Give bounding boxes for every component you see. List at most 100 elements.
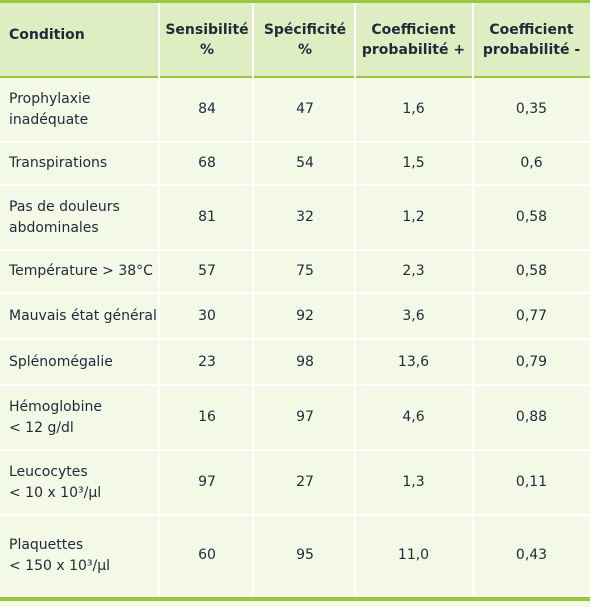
cell-sensibilite: 97 <box>162 451 252 514</box>
cell-specificite-value: 54 <box>296 155 314 171</box>
header-specificite-line2: % <box>297 41 313 58</box>
cell-coef-minus-value: 0,79 <box>515 353 548 370</box>
cell-coef-minus: 0,79 <box>473 340 590 384</box>
header-specificite: Spécificité % <box>255 3 355 76</box>
cell-specificite-value: 98 <box>296 353 314 370</box>
cell-coef-plus-value: 13,6 <box>397 353 430 370</box>
cell-specificite: 97 <box>255 386 355 449</box>
condition-line: abdominales <box>9 219 99 236</box>
header-condition-label: Condition <box>9 27 85 43</box>
cell-coef-minus: 0,6 <box>473 143 590 184</box>
cell-sensibilite-value: 84 <box>198 101 216 117</box>
cell-specificite: 98 <box>255 340 355 384</box>
cell-coef-minus-value: 0,77 <box>515 307 548 324</box>
cell-specificite: 54 <box>255 143 355 184</box>
cell-sensibilite-value: 16 <box>198 409 216 425</box>
cell-sensibilite-value: 68 <box>198 155 216 171</box>
condition-text: Leucocytes < 10 x 10³/µl <box>9 462 101 504</box>
cell-coef-plus-value: 3,6 <box>402 307 425 324</box>
cell-coef-plus-value: 1,6 <box>402 101 425 117</box>
cell-coef-plus-value: 1,5 <box>402 155 425 171</box>
cell-coef-plus: 4,6 <box>356 386 471 449</box>
cell-condition: Transpirations <box>9 143 159 184</box>
condition-line: < 150 x 10³/µl <box>9 557 111 574</box>
cell-coef-minus-value: 0,6 <box>520 155 543 171</box>
cell-sensibilite: 60 <box>162 516 252 595</box>
cell-sensibilite: 68 <box>162 143 252 184</box>
column-divider <box>158 3 160 597</box>
cell-sensibilite-value: 30 <box>198 307 216 324</box>
cell-coef-plus-value: 4,6 <box>402 409 425 425</box>
cell-sensibilite-value: 81 <box>198 209 216 225</box>
cell-coef-minus-value: 0,58 <box>515 263 548 279</box>
condition-text: Mauvais état général <box>9 306 157 327</box>
header-coef-plus: Coefficient probabilité + <box>356 3 471 76</box>
cell-specificite-value: 27 <box>296 474 314 490</box>
cell-condition: Prophylaxie inadéquate <box>9 78 159 141</box>
cell-specificite: 92 <box>255 294 355 338</box>
cell-sensibilite: 57 <box>162 251 252 292</box>
cell-coef-minus: 0,35 <box>473 78 590 141</box>
cell-condition: Mauvais état général <box>9 294 159 338</box>
condition-text: Splénomégalie <box>9 352 113 373</box>
cell-coef-minus-value: 0,58 <box>515 209 548 225</box>
cell-sensibilite-value: 57 <box>198 263 216 279</box>
column-divider <box>472 3 474 597</box>
header-coef-minus-line2: probabilité - <box>482 41 581 58</box>
header-coef-minus: Coefficient probabilité - <box>473 3 590 76</box>
condition-line: inadéquate <box>9 111 89 128</box>
cell-specificite-value: 95 <box>296 547 314 563</box>
cell-condition: Splénomégalie <box>9 340 159 384</box>
bottom-rule <box>0 597 590 601</box>
header-sensibilite-line1: Sensibilité <box>165 21 249 38</box>
table-header: Condition Sensibilité % Spécificité % Co… <box>0 3 590 78</box>
cell-specificite-value: 97 <box>296 409 314 425</box>
condition-line: < 10 x 10³/µl <box>9 484 102 501</box>
cell-specificite: 75 <box>255 251 355 292</box>
table-row: Leucocytes < 10 x 10³/µl 97 27 1,3 0,11 <box>0 451 590 516</box>
cell-coef-plus-value: 1,3 <box>402 474 425 490</box>
cell-specificite-value: 92 <box>296 307 314 324</box>
cell-specificite-value: 75 <box>296 263 314 279</box>
cell-specificite-value: 32 <box>296 209 314 225</box>
cell-sensibilite-value: 23 <box>198 353 216 370</box>
table-row: Pas de douleurs abdominales 81 32 1,2 0,58 <box>0 186 590 251</box>
cell-specificite: 32 <box>255 186 355 249</box>
cell-coef-minus: 0,43 <box>473 516 590 595</box>
cell-specificite: 47 <box>255 78 355 141</box>
column-divider <box>354 3 356 597</box>
cell-coef-plus: 2,3 <box>356 251 471 292</box>
condition-line: Pas de douleurs <box>9 198 120 215</box>
condition-line: Mauvais état général <box>9 307 157 324</box>
table-row: Prophylaxie inadéquate 84 47 1,6 0,35 <box>0 78 590 143</box>
table-row: Transpirations 68 54 1,5 0,6 <box>0 143 590 186</box>
cell-coef-minus-value: 0,11 <box>515 474 548 490</box>
header-coef-minus-line1: Coefficient <box>489 21 574 38</box>
table-row: Hémoglobine < 12 g/dl 16 97 4,6 0,88 <box>0 386 590 451</box>
cell-sensibilite-value: 60 <box>198 547 216 563</box>
cell-coef-plus: 1,6 <box>356 78 471 141</box>
header-sensibilite-line2: % <box>199 41 215 58</box>
cell-condition: Hémoglobine < 12 g/dl <box>9 386 159 449</box>
cell-coef-plus-value: 2,3 <box>402 263 425 279</box>
cell-coef-minus: 0,58 <box>473 251 590 292</box>
condition-line: Hémoglobine <box>9 398 102 415</box>
cell-specificite: 27 <box>255 451 355 514</box>
cell-coef-minus: 0,58 <box>473 186 590 249</box>
cell-coef-plus-value: 1,2 <box>402 209 425 225</box>
header-coef-plus-line1: Coefficient <box>371 21 456 38</box>
cell-coef-minus: 0,88 <box>473 386 590 449</box>
cell-specificite: 95 <box>255 516 355 595</box>
table-row: Splénomégalie 23 98 13,6 0,79 <box>0 340 590 386</box>
cell-coef-minus: 0,11 <box>473 451 590 514</box>
cell-sensibilite: 81 <box>162 186 252 249</box>
condition-line: Plaquettes <box>9 536 84 553</box>
cell-sensibilite: 16 <box>162 386 252 449</box>
condition-line: Prophylaxie <box>9 90 91 107</box>
condition-line: Leucocytes <box>9 463 88 480</box>
cell-condition: Plaquettes < 150 x 10³/µl <box>9 516 159 595</box>
condition-text: Hémoglobine < 12 g/dl <box>9 397 102 439</box>
condition-line: Splénomégalie <box>9 353 113 370</box>
cell-coef-plus: 11,0 <box>356 516 471 595</box>
condition-text: Température > 38°C <box>9 261 153 282</box>
